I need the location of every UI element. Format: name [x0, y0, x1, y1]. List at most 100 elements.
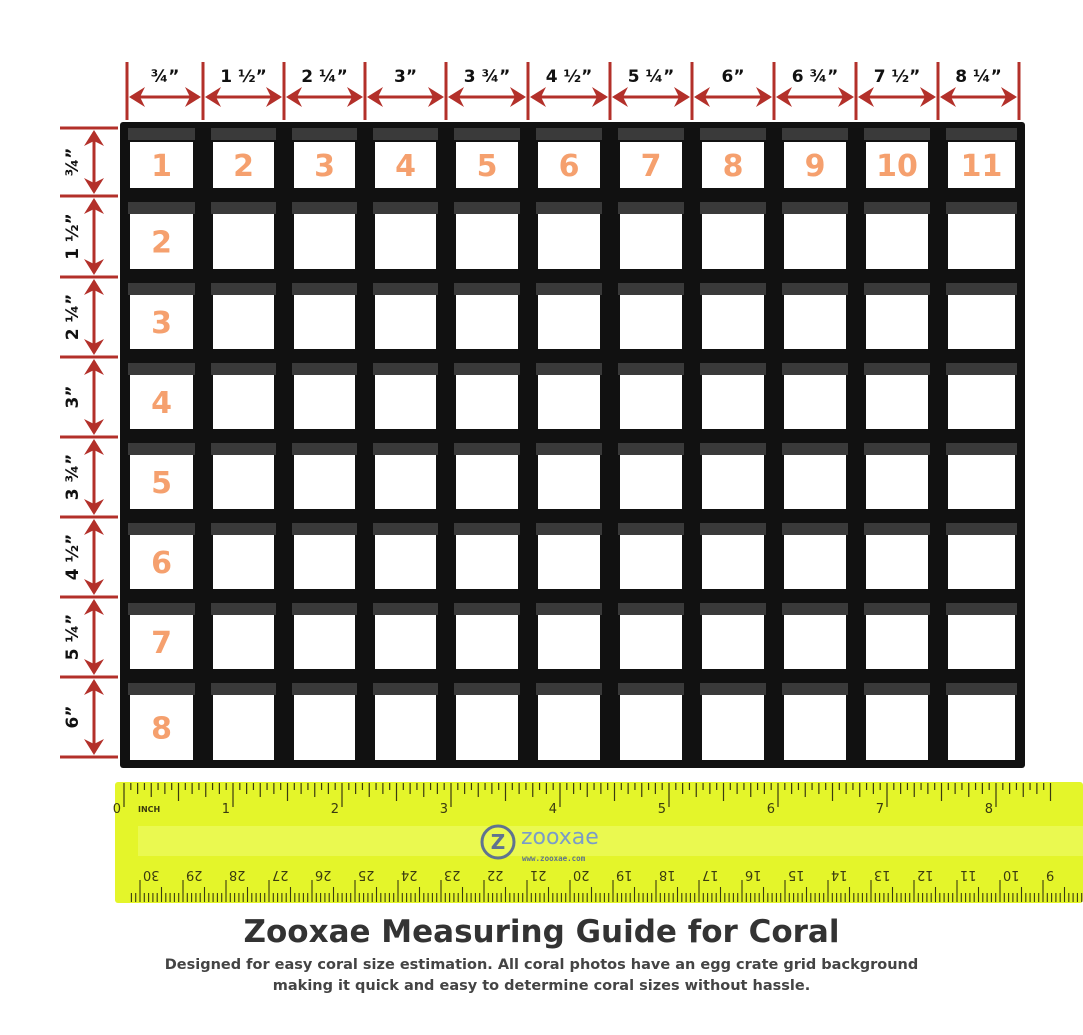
grid-cell — [130, 214, 193, 269]
cell-shadow — [128, 202, 195, 214]
cell-shadow — [536, 603, 602, 615]
arrowhead-down-icon — [84, 659, 104, 675]
inch-label: 4 — [549, 802, 557, 817]
grid-cell — [538, 535, 600, 589]
cell-shadow — [782, 523, 848, 535]
row-dimension-label: 4 ½” — [63, 534, 83, 581]
grid-cell — [784, 214, 846, 269]
arrowhead-up-icon — [84, 599, 104, 615]
grid-cell — [130, 295, 193, 349]
arrowhead-right-icon — [1001, 87, 1017, 107]
arrowhead-down-icon — [84, 419, 104, 435]
arrowhead-left-icon — [776, 87, 792, 107]
grid-cell — [456, 295, 518, 349]
grid-cell — [213, 535, 274, 589]
cell-number: 4 — [151, 386, 172, 421]
cell-shadow — [292, 443, 357, 455]
cell-shadow — [292, 283, 357, 295]
cm-label: 27 — [272, 867, 289, 882]
cell-shadow — [700, 603, 766, 615]
grid-cell — [948, 535, 1015, 589]
grid-cell — [538, 615, 600, 669]
column-dimension-label: 8 ¼” — [955, 67, 1002, 87]
column-dimension-label: ¾” — [151, 67, 180, 87]
grid-cell — [866, 535, 928, 589]
arrowhead-right-icon — [674, 87, 690, 107]
row-dimension-label: 2 ¼” — [63, 294, 83, 341]
cell-shadow — [618, 128, 684, 140]
cell-shadow — [618, 363, 684, 375]
cell-shadow — [211, 683, 276, 695]
arrowhead-right-icon — [838, 87, 854, 107]
row-dimension-label: 5 ¼” — [63, 614, 83, 661]
grid-cell — [294, 214, 355, 269]
column-dimension-label: 3 ¾” — [464, 67, 511, 87]
grid-cell — [948, 142, 1015, 188]
cell-shadow — [128, 523, 195, 535]
grid-cell — [702, 455, 764, 509]
cm-label: 15 — [788, 867, 805, 882]
grid-cell — [866, 455, 928, 509]
grid-cell — [784, 455, 846, 509]
cell-shadow — [700, 683, 766, 695]
grid-cell — [702, 375, 764, 429]
cell-shadow — [700, 128, 766, 140]
arrowhead-down-icon — [84, 579, 104, 595]
grid-cell — [538, 214, 600, 269]
grid-cell — [130, 375, 193, 429]
grid-cell — [948, 615, 1015, 669]
cm-label: 30 — [143, 867, 160, 882]
grid-cell — [866, 615, 928, 669]
column-dimension-label: 6 ¾” — [792, 67, 839, 87]
cell-shadow — [128, 128, 195, 140]
grid-cell — [375, 142, 436, 188]
cell-shadow — [454, 128, 520, 140]
grid-cell — [213, 295, 274, 349]
cell-shadow — [946, 283, 1017, 295]
arrowhead-left-icon — [129, 87, 145, 107]
grid-cell — [702, 142, 764, 188]
cell-number: 8 — [151, 712, 172, 747]
grid-cell — [456, 214, 518, 269]
inch-label: 0 — [113, 802, 121, 817]
grid-cell — [784, 375, 846, 429]
cell-number: 4 — [395, 149, 416, 184]
inch-unit-label: INCH — [138, 805, 160, 814]
cell-shadow — [536, 683, 602, 695]
cell-shadow — [946, 202, 1017, 214]
cell-shadow — [864, 523, 930, 535]
cm-label: 29 — [186, 867, 203, 882]
cell-shadow — [946, 683, 1017, 695]
grid-cell — [294, 455, 355, 509]
cell-shadow — [782, 202, 848, 214]
grid-cell — [620, 214, 682, 269]
inch-label: 8 — [985, 802, 993, 817]
arrowhead-right-icon — [185, 87, 201, 107]
row-dimension-label: ¾” — [63, 148, 83, 177]
arrowhead-left-icon — [612, 87, 628, 107]
grid-cell — [948, 295, 1015, 349]
cell-shadow — [618, 603, 684, 615]
zooxae-logo-icon — [480, 824, 516, 860]
grid-cell — [538, 455, 600, 509]
cell-shadow — [946, 443, 1017, 455]
cell-shadow — [946, 603, 1017, 615]
cell-shadow — [373, 523, 438, 535]
grid-cell — [866, 295, 928, 349]
arrowhead-left-icon — [367, 87, 383, 107]
cell-shadow — [128, 603, 195, 615]
cell-shadow — [292, 683, 357, 695]
grid-cell — [130, 695, 193, 760]
cm-label: 28 — [229, 867, 246, 882]
cm-label: 11 — [960, 867, 977, 882]
grid-cell — [948, 455, 1015, 509]
cell-shadow — [292, 523, 357, 535]
arrowhead-down-icon — [84, 739, 104, 755]
grid-cell — [948, 695, 1015, 760]
grid-cell — [130, 455, 193, 509]
row-dimension-label: 3 ¾” — [63, 454, 83, 501]
cell-shadow — [536, 283, 602, 295]
cell-shadow — [292, 202, 357, 214]
arrowhead-right-icon — [510, 87, 526, 107]
arrowhead-left-icon — [448, 87, 464, 107]
